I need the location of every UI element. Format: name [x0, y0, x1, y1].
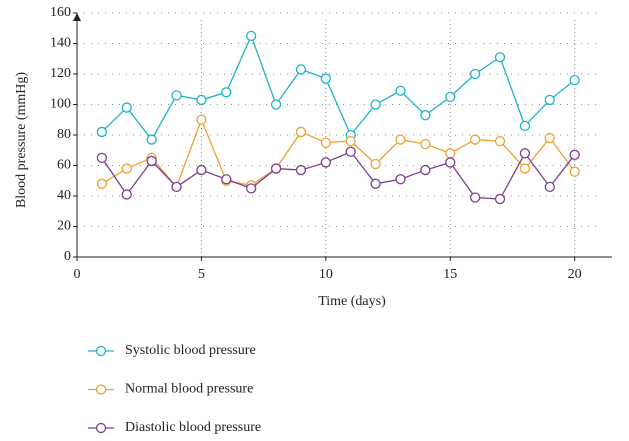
point — [121, 163, 132, 174]
point — [370, 99, 381, 110]
y-tick-label: 20 — [57, 219, 71, 234]
point — [370, 158, 381, 170]
point — [544, 94, 555, 106]
point — [569, 166, 580, 177]
point — [569, 74, 580, 86]
y-tick-label: 100 — [50, 97, 71, 112]
point — [146, 155, 157, 167]
x-tick-label: 20 — [568, 267, 582, 282]
point — [519, 148, 531, 159]
point — [320, 157, 331, 168]
point — [295, 164, 307, 176]
legend-label: Normal blood pressure — [125, 382, 253, 397]
point — [295, 64, 307, 75]
point — [544, 132, 555, 144]
point — [320, 137, 331, 148]
point — [445, 148, 456, 159]
y-tick-label: 80 — [57, 127, 71, 142]
point — [270, 99, 282, 110]
point — [345, 135, 356, 147]
legend-marker — [95, 345, 107, 357]
x-tick-label: 10 — [319, 267, 333, 282]
series-line — [101, 34, 576, 141]
point — [420, 110, 431, 121]
y-axis-arrow — [73, 13, 81, 21]
point — [469, 134, 481, 145]
point — [469, 192, 481, 203]
y-tick-label: 160 — [50, 5, 71, 20]
point — [171, 181, 182, 193]
point — [494, 135, 506, 147]
legend-marker — [95, 384, 107, 395]
point — [445, 91, 456, 103]
point — [196, 114, 207, 125]
point — [345, 146, 356, 157]
point — [494, 52, 506, 63]
y-axis-label: Blood pressure (mmHg) — [14, 72, 29, 208]
point — [395, 85, 406, 96]
series-line — [101, 150, 576, 200]
x-tick-label: 5 — [198, 267, 205, 282]
point — [519, 163, 531, 174]
point — [544, 181, 555, 193]
x-tick-label: 0 — [74, 267, 81, 282]
x-tick-label: 15 — [443, 267, 457, 282]
point — [395, 174, 406, 185]
point — [196, 94, 207, 106]
legend-label: Systolic blood pressure — [125, 343, 256, 358]
point — [420, 138, 431, 150]
point — [246, 30, 257, 42]
y-tick-label: 0 — [64, 249, 71, 264]
x-axis-label: Time (days) — [318, 294, 386, 309]
legend-marker — [95, 422, 107, 434]
y-tick-label: 40 — [57, 188, 71, 203]
y-tick-label: 140 — [50, 36, 71, 51]
point — [96, 178, 108, 189]
point — [221, 87, 232, 98]
point — [469, 68, 481, 80]
point — [569, 149, 580, 160]
point — [519, 120, 531, 131]
point — [121, 102, 132, 113]
point — [96, 126, 108, 138]
point — [146, 134, 157, 145]
point — [370, 178, 381, 189]
point — [320, 73, 331, 84]
point — [420, 164, 431, 176]
point — [171, 90, 182, 101]
point — [445, 157, 456, 168]
point — [494, 193, 506, 205]
series-line — [101, 117, 576, 189]
point — [121, 189, 132, 200]
point — [295, 126, 307, 138]
point — [395, 134, 406, 145]
point — [221, 174, 232, 185]
y-tick-label: 60 — [57, 158, 71, 173]
y-tick-label: 120 — [50, 66, 71, 81]
legend-label: Diastolic blood pressure — [125, 420, 261, 435]
point — [246, 183, 257, 194]
point — [270, 163, 282, 174]
point — [96, 152, 108, 164]
point — [196, 164, 207, 176]
